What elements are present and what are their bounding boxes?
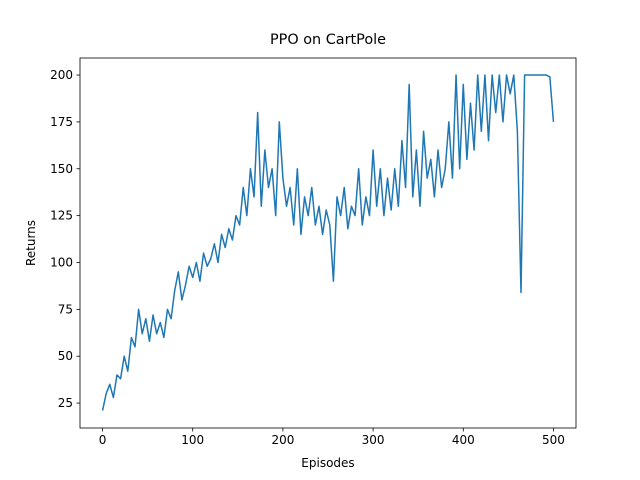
x-tick-label: 200 bbox=[271, 433, 294, 447]
x-tick-label: 400 bbox=[452, 433, 475, 447]
x-tick-label: 0 bbox=[99, 433, 107, 447]
chart-title: PPO on CartPole bbox=[270, 32, 386, 48]
x-tick-label: 100 bbox=[181, 433, 204, 447]
y-tick-label: 100 bbox=[50, 255, 73, 269]
axes-frame bbox=[79, 57, 577, 429]
y-tick-label: 150 bbox=[50, 162, 73, 176]
x-tick-label: 300 bbox=[362, 433, 385, 447]
y-tick-label: 75 bbox=[58, 302, 73, 316]
x-axis-label: Episodes bbox=[301, 456, 354, 470]
y-tick-label: 50 bbox=[58, 349, 73, 363]
y-axis-label: Returns bbox=[24, 220, 38, 266]
x-tick-label: 500 bbox=[542, 433, 565, 447]
data-line bbox=[101, 74, 555, 411]
y-tick-label: 200 bbox=[50, 68, 73, 82]
y-tick-label: 125 bbox=[50, 209, 73, 223]
y-tick-label: 25 bbox=[58, 396, 73, 410]
y-tick-label: 175 bbox=[50, 115, 73, 129]
